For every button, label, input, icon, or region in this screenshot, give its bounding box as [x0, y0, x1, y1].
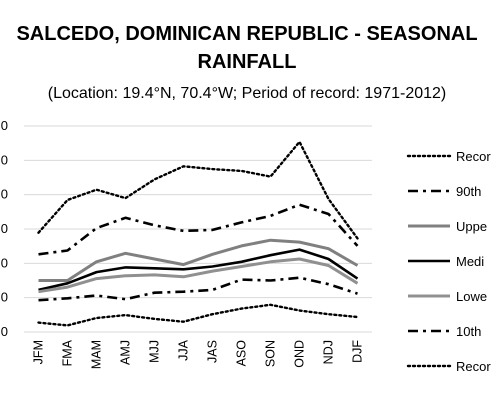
chart-title-line-2: RAINFALL	[198, 51, 297, 73]
x-tick-label: AMJ	[119, 340, 133, 365]
series-line-90th	[38, 203, 359, 256]
y-tick-label: 0	[1, 324, 8, 339]
y-tick-label: 0	[1, 221, 8, 236]
y-tick-label: 0	[1, 187, 8, 202]
y-tick-label: 0	[1, 118, 8, 133]
series-line-record-high	[37, 140, 359, 240]
gridlines	[24, 125, 372, 333]
x-tick-label: NDJ	[322, 340, 336, 364]
y-tick-label: 0	[1, 255, 8, 270]
legend-label: Lowe	[456, 289, 487, 304]
series-line-record-low	[37, 303, 359, 327]
x-tick-label: JJA	[177, 339, 191, 361]
x-tick-label: ASO	[235, 340, 249, 367]
x-tick-label: DJF	[351, 340, 365, 363]
legend-label: 10th	[456, 324, 481, 339]
legend-label: Medi	[456, 254, 484, 269]
series-line-median	[38, 248, 359, 292]
series-line-upper	[38, 238, 359, 282]
series-line-lower	[38, 257, 359, 294]
x-axis-ticks: JFM FMA MAM AMJ MJJ JJA JAS ASO SON OND NDJ DJF	[32, 339, 365, 369]
plot-series	[37, 140, 359, 327]
x-tick-label: MAM	[90, 340, 104, 369]
x-tick-label: OND	[293, 340, 307, 368]
x-tick-label: JFM	[32, 340, 46, 364]
legend-label: 90th	[456, 184, 481, 199]
chart-subtitle: (Location: 19.4°N, 70.4°W; Period of rec…	[48, 85, 447, 102]
legend-label: Uppe	[456, 219, 487, 234]
x-tick-label: JAS	[206, 340, 220, 363]
chart-title-line-1: SALCEDO, DOMINICAN REPUBLIC - SEASONAL	[16, 23, 477, 45]
y-axis-ticks: 0 0 0 0 0 0 0	[1, 118, 8, 339]
x-tick-label: SON	[264, 340, 278, 367]
x-tick-label: MJJ	[148, 340, 162, 363]
y-tick-label: 0	[1, 290, 8, 305]
series-line-10th	[38, 276, 358, 302]
legend-label: Recor	[456, 149, 491, 164]
legend-label: Recor	[456, 359, 491, 374]
x-tick-label: FMA	[61, 339, 75, 366]
y-tick-label: 0	[1, 152, 8, 167]
legend: Recor 90th Uppe Medi Lowe 10th Recor	[406, 149, 491, 374]
